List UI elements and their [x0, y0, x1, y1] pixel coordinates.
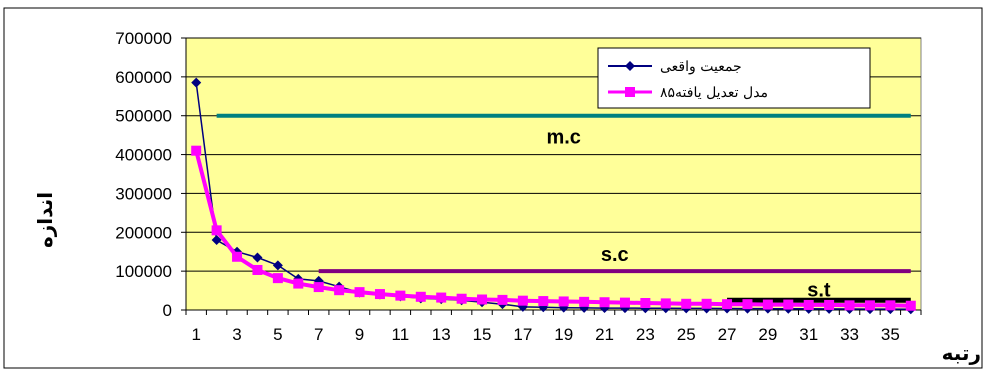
legend-label-series-2: مدل تعدیل یافته۸۵: [660, 85, 768, 101]
series-2-point: [395, 290, 406, 301]
series-2-point: [456, 293, 467, 304]
series-2-point: [844, 300, 855, 311]
x-tick-label: 3: [232, 325, 241, 344]
series-1-point: [272, 260, 283, 271]
x-tick-label: 1: [191, 325, 200, 344]
x-tick-label: 11: [392, 325, 410, 344]
legend-label-series-1: جمعیت واقعی: [660, 59, 742, 75]
series-2-point: [803, 299, 814, 310]
y-axis-ticks: 0 100000 200000 300000 400000 500000 600000 700…: [115, 29, 186, 320]
series-2-point: [517, 295, 528, 306]
series-2-point: [660, 298, 671, 309]
series-1-point: [232, 246, 243, 257]
x-tick-label: 13: [432, 325, 451, 344]
reference-lines: m.c s.c s.t: [216, 113, 911, 303]
x-tick-label: 7: [314, 325, 323, 344]
series-2-point: [354, 287, 365, 298]
series-2-point: [293, 278, 304, 289]
legend-marker-series-2: [625, 87, 635, 97]
x-tick-label: 25: [677, 325, 696, 344]
y-tick-label: 300000: [115, 184, 172, 203]
x-axis-title: رتبه: [942, 341, 981, 365]
x-tick-label: 17: [513, 325, 532, 344]
series-2-point: [864, 300, 875, 311]
legend: جمعیت واقعی مدل تعدیل یافته۸۵: [597, 47, 871, 109]
reference-label-s.t: s.t: [807, 279, 831, 301]
legend-box: [597, 47, 871, 109]
series-2-point: [191, 145, 202, 156]
y-tick-label: 400000: [115, 146, 172, 165]
series-2-point: [885, 300, 896, 311]
series-2-point: [313, 282, 324, 293]
x-tick-label: 33: [840, 325, 859, 344]
y-tick-label: 700000: [115, 29, 172, 48]
x-tick-label: 35: [881, 325, 900, 344]
series-2-point: [579, 296, 590, 307]
series-2-point: [374, 289, 385, 300]
x-tick-label: 21: [595, 325, 614, 344]
series-2-point: [415, 291, 426, 302]
x-axis-ticks: 1 3 5 7 9 11 13 15 17 19 21 23 25 27 29 31 33 35: [185, 310, 922, 344]
series-1-point: [191, 77, 202, 88]
series-2-point: [783, 299, 794, 310]
y-tick-label: 100000: [115, 262, 172, 281]
series-2-point: [681, 298, 692, 309]
x-tick-label: 31: [799, 325, 818, 344]
series-2-point: [722, 299, 733, 310]
x-tick-label: 9: [355, 325, 364, 344]
reference-label-s.c: s.c: [601, 244, 629, 266]
y-tick-label: 0: [163, 301, 172, 320]
series-2-point: [334, 285, 345, 296]
series-2-point: [232, 251, 243, 262]
series-2-point: [762, 299, 773, 310]
series-2-point: [477, 294, 488, 305]
series-2-point: [905, 300, 916, 311]
y-axis-title: اندازه: [33, 192, 57, 248]
legend-marker-series-1: [625, 61, 635, 71]
x-tick-label: 5: [273, 325, 282, 344]
x-tick-label: 19: [554, 325, 573, 344]
series-2-point: [599, 297, 610, 308]
x-tick-label: 15: [473, 325, 492, 344]
series-2-point: [497, 294, 508, 305]
series-1-point: [211, 235, 222, 246]
series-2-point: [252, 264, 263, 275]
series-2-point: [824, 299, 835, 310]
series-2-point: [538, 296, 549, 307]
series-1-point: [252, 252, 263, 263]
reference-label-m.c: m.c: [546, 127, 580, 149]
x-tick-label: 27: [718, 325, 737, 344]
series-2-point: [558, 296, 569, 307]
x-tick-label: 29: [758, 325, 777, 344]
series-2-point: [640, 298, 651, 309]
series-2-point: [436, 292, 447, 303]
y-tick-label: 600000: [115, 68, 172, 87]
series-2-point: [742, 299, 753, 310]
x-tick-label: 23: [636, 325, 655, 344]
series-2-point: [272, 273, 283, 284]
series-2-point: [619, 297, 630, 308]
series-2-point: [211, 225, 222, 236]
series-group: [191, 77, 916, 315]
y-tick-label: 500000: [115, 107, 172, 126]
y-tick-label: 200000: [115, 223, 172, 242]
series-2-point: [701, 298, 712, 309]
